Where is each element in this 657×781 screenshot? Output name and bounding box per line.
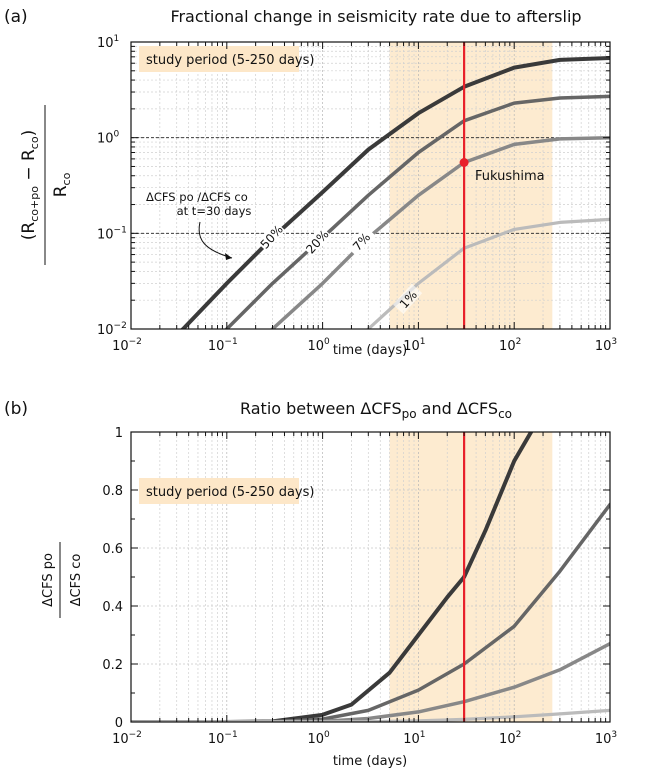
panel-a-letter: (a)	[4, 7, 28, 27]
x-axis-label: time (days)	[333, 754, 407, 769]
annotation-line-2: at t=30 days	[177, 204, 252, 218]
x-tick-label: 103	[595, 337, 617, 354]
y-tick-exponent: 0	[114, 130, 120, 140]
series-label-2: 20%	[302, 226, 332, 257]
x-tick-exponent: 2	[516, 730, 522, 740]
x-tick-exponent: −1	[224, 337, 237, 347]
x-tick-label: 103	[595, 730, 617, 747]
y-label-numerator: (Rco+po − Rco)	[19, 130, 41, 240]
y-tick-exponent: −1	[114, 225, 127, 235]
y-tick-label: 10−2	[97, 321, 127, 338]
study-period-shade	[389, 42, 553, 329]
x-tick-exponent: 0	[324, 730, 330, 740]
x-tick-label: 101	[403, 730, 425, 747]
panel-a-title: Fractional change in seismicity rate due…	[170, 7, 581, 26]
series-line-2	[224, 94, 610, 329]
y-tick-label: 101	[97, 34, 119, 51]
x-tick-exponent: −2	[129, 730, 142, 740]
series-label-bg	[393, 283, 423, 314]
study-period-label-box	[139, 478, 299, 504]
x-tick-exponent: 3	[611, 730, 617, 740]
fukushima-point	[459, 158, 469, 168]
panel-b-title: Ratio between ΔCFSpo and ΔCFSco	[240, 399, 512, 421]
series-label-bg	[346, 226, 376, 257]
panel-a: (a) Fractional change in seismicity rate…	[4, 7, 617, 358]
fukushima-dot	[459, 158, 469, 168]
plot-frame	[130, 41, 611, 330]
x-tick-labels: 10−2 10−1 100 101 102 103	[112, 730, 617, 747]
x-tick-label: 102	[499, 730, 521, 747]
y-label-denominator: ΔCFS co	[69, 554, 84, 607]
series-label-bg	[302, 226, 332, 257]
x-tick-label: 102	[499, 337, 521, 354]
x-tick-label: 100	[307, 337, 330, 354]
axis-ticks	[131, 431, 610, 722]
x-tick-label: 10−2	[112, 337, 142, 354]
axis-ticks	[131, 42, 610, 329]
series-label-3: 7%	[346, 226, 376, 257]
x-tick-exponent: 0	[324, 337, 330, 347]
x-tick-exponent: 2	[516, 337, 522, 347]
y-tick-label: 10−1	[97, 225, 127, 242]
y-tick-label: 0	[115, 716, 123, 731]
x-tick-exponent: 1	[420, 730, 426, 740]
y-tick-exponent: 1	[114, 34, 120, 44]
x-tick-exponent: 3	[611, 337, 617, 347]
x-tick-exponent: −2	[129, 337, 142, 347]
fukushima-label: Fukushima	[475, 169, 545, 184]
x-tick-label: 100	[307, 730, 330, 747]
y-tick-label: 1	[115, 426, 123, 441]
y-axis-label: ΔCFS po ΔCFS co	[41, 542, 84, 618]
y-label-numerator: ΔCFS po	[41, 553, 56, 607]
x-tick-label: 10−2	[112, 730, 142, 747]
annotation-line-1: ΔCFS po /ΔCFS co	[146, 190, 248, 204]
y-label-denominator: Rco	[51, 172, 73, 197]
study-period-band	[389, 432, 553, 722]
x-axis-label: time (days)	[333, 343, 407, 358]
study-period-label: study period (5-250 days)	[146, 485, 314, 500]
y-tick-label: 0.8	[102, 484, 123, 499]
study-period-shade	[389, 432, 553, 722]
y-tick-label: 0.6	[102, 542, 123, 557]
annotation-arrow-head	[225, 253, 232, 260]
y-tick-label: 0.4	[102, 600, 123, 615]
x-tick-label: 10−1	[208, 730, 238, 747]
y-tick-label: 0.2	[102, 658, 123, 673]
series-label-bg	[256, 221, 286, 252]
study-period-band	[389, 42, 553, 329]
panel-b: (b) Ratio between ΔCFSpo and ΔCFSco stud…	[4, 399, 617, 769]
y-tick-label: 100	[97, 130, 120, 147]
panel-b-letter: (b)	[4, 399, 28, 419]
x-tick-label: 10−1	[208, 337, 238, 354]
y-tick-exponent: −2	[114, 321, 127, 331]
series-line-3	[270, 135, 610, 329]
series-line-1	[180, 56, 610, 329]
x-tick-exponent: 1	[420, 337, 426, 347]
study-period-label: study period (5-250 days)	[146, 53, 314, 68]
y-axis-label: (Rco+po − Rco) Rco	[19, 105, 73, 265]
study-period-label-box	[139, 46, 299, 72]
y-tick-labels: 0 0.2 0.4 0.6 0.8 1	[102, 426, 123, 731]
x-tick-exponent: −1	[224, 730, 237, 740]
